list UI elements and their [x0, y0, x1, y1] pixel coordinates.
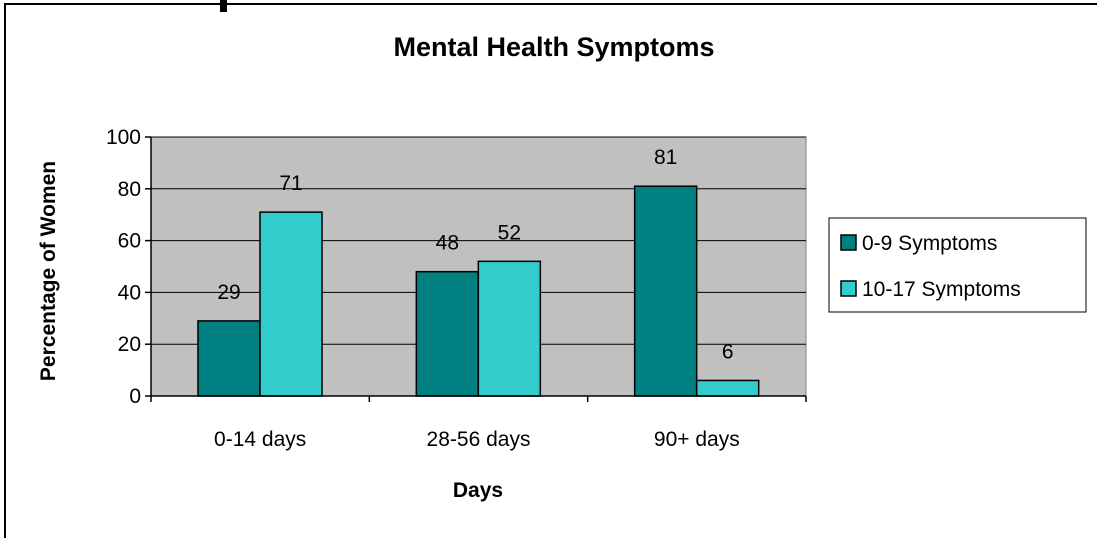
- legend-swatch: [840, 234, 857, 251]
- bar-10-17-symptoms-2: [695, 379, 760, 397]
- data-label: 6: [722, 340, 734, 363]
- legend-swatch: [840, 280, 857, 297]
- chart-area: [4, 3, 1097, 538]
- y-axis-label: Percentage of Women: [37, 161, 60, 381]
- y-tick-label: 0: [129, 385, 141, 408]
- bars: [197, 185, 760, 397]
- data-label: 52: [498, 221, 521, 244]
- x-tick-label: 90+ days: [654, 428, 740, 451]
- legend-label: 0-9 Symptoms: [862, 232, 997, 255]
- x-axis-label: Days: [453, 479, 503, 502]
- y-tick-labels: 0 20 40 60 80 100: [106, 126, 141, 408]
- legend-box: [828, 217, 1087, 313]
- bar-10-17-symptoms-1: [477, 260, 542, 397]
- chart-title: Mental Health Symptoms: [393, 32, 714, 62]
- bar-0-9-symptoms-0: [197, 320, 261, 397]
- data-label: 29: [217, 281, 240, 304]
- x-tick-label: 0-14 days: [214, 428, 306, 451]
- x-tick-label: 28-56 days: [427, 428, 531, 451]
- x-tick-labels: 0-14 days 28-56 days 90+ days: [214, 428, 740, 451]
- bar-0-9-symptoms-1: [415, 270, 480, 397]
- data-label: 71: [279, 172, 302, 195]
- y-tick-label: 40: [118, 281, 141, 304]
- bar-0-9-symptoms-2: [633, 185, 698, 397]
- data-label: 48: [436, 232, 459, 255]
- data-label: 81: [654, 146, 677, 169]
- y-tick-label: 60: [118, 230, 141, 253]
- bar-10-17-symptoms-0: [259, 211, 323, 397]
- data-labels: 29 71 48 52 81 6: [217, 146, 733, 363]
- legend: 0-9 Symptoms 10-17 Symptoms: [840, 232, 1021, 301]
- y-tick-label: 80: [118, 178, 141, 201]
- axes: [145, 136, 807, 402]
- legend-label: 10-17 Symptoms: [862, 278, 1021, 301]
- corner-mark: [220, 0, 227, 12]
- y-tick-label: 20: [118, 333, 141, 356]
- y-tick-label: 100: [106, 126, 141, 149]
